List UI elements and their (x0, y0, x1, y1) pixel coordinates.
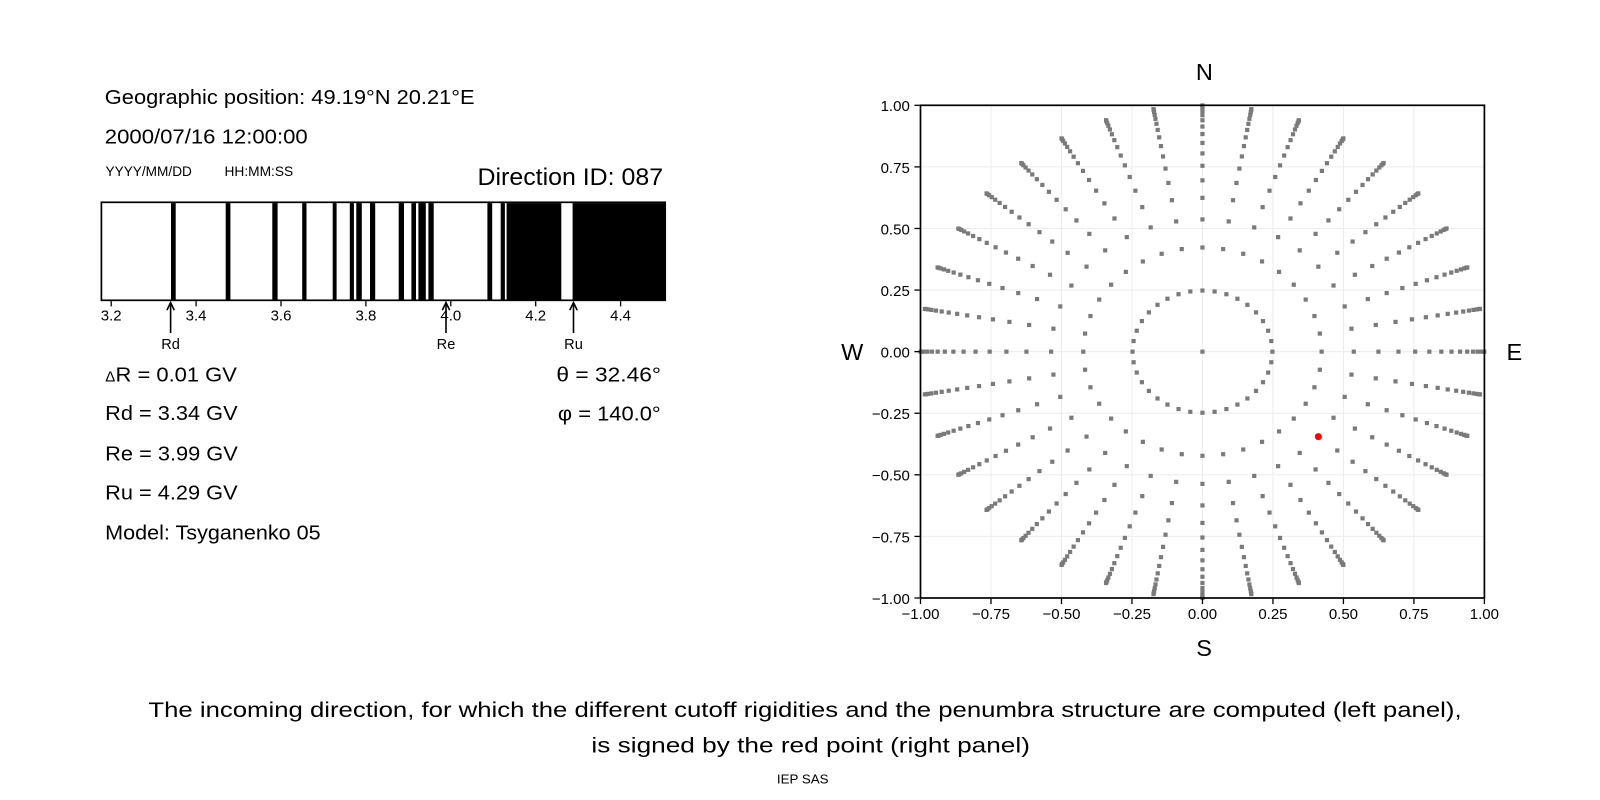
svg-text:1.00: 1.00 (1470, 606, 1499, 623)
svg-text:is signed by the red point (ri: is signed by the red point (right panel) (591, 733, 1030, 757)
svg-text:3.6: 3.6 (271, 307, 292, 324)
svg-text:W: W (841, 339, 864, 365)
svg-text:E: E (1507, 339, 1523, 365)
svg-text:S: S (1196, 635, 1212, 661)
svg-text:−0.25: −0.25 (1113, 606, 1151, 623)
svg-text:Model: Tsyganenko 05: Model: Tsyganenko 05 (105, 522, 320, 545)
svg-text:4.0: 4.0 (440, 307, 461, 324)
svg-text:0.75: 0.75 (881, 160, 910, 177)
svg-text:Ru = 4.29 GV: Ru = 4.29 GV (105, 481, 238, 504)
svg-text:Geographic position: 49.19°N 2: Geographic position: 49.19°N 20.21°E (105, 86, 475, 109)
svg-text:−0.50: −0.50 (1042, 606, 1080, 623)
svg-text:−0.75: −0.75 (972, 606, 1010, 623)
svg-text:2000/07/16 12:00:00: 2000/07/16 12:00:00 (105, 126, 308, 149)
svg-text:θ = 32.46°: θ = 32.46° (556, 364, 661, 387)
svg-text:4.4: 4.4 (610, 307, 631, 324)
svg-text:N: N (1196, 59, 1213, 85)
svg-text:Rd = 3.34 GV: Rd = 3.34 GV (105, 402, 238, 425)
svg-text:0.00: 0.00 (1188, 606, 1217, 623)
svg-text:R = 0.01 GV: R = 0.01 GV (116, 364, 238, 387)
svg-text:Ru: Ru (564, 337, 583, 353)
svg-text:Re: Re (437, 337, 456, 353)
svg-text:3.4: 3.4 (186, 307, 207, 324)
svg-text:Δ: Δ (105, 369, 115, 386)
svg-text:0.25: 0.25 (1258, 606, 1287, 623)
svg-text:Rd: Rd (161, 337, 180, 353)
svg-text:0.50: 0.50 (881, 221, 910, 238)
svg-text:3.8: 3.8 (355, 307, 376, 324)
svg-text:3.2: 3.2 (101, 307, 122, 324)
svg-text:4.2: 4.2 (525, 307, 546, 324)
svg-text:−1.00: −1.00 (872, 591, 910, 608)
svg-text:HH:MM:SS: HH:MM:SS (225, 163, 294, 179)
svg-text:0.25: 0.25 (881, 283, 910, 300)
svg-text:The incoming direction, for wh: The incoming direction, for which the di… (148, 698, 1461, 722)
svg-text:0.50: 0.50 (1329, 606, 1358, 623)
svg-text:−0.75: −0.75 (872, 529, 910, 546)
svg-text:0.00: 0.00 (881, 345, 910, 362)
svg-text:0.75: 0.75 (1399, 606, 1428, 623)
svg-text:φ = 140.0°: φ = 140.0° (558, 402, 661, 425)
svg-text:IEP SAS: IEP SAS (777, 772, 829, 787)
svg-text:−0.25: −0.25 (872, 406, 910, 423)
svg-text:YYYY/MM/DD: YYYY/MM/DD (106, 163, 192, 179)
svg-text:−0.50: −0.50 (872, 468, 910, 485)
svg-text:Re = 3.99 GV: Re = 3.99 GV (105, 442, 238, 465)
svg-text:−1.00: −1.00 (902, 606, 940, 623)
svg-text:Direction ID: 087: Direction ID: 087 (478, 164, 664, 191)
svg-text:1.00: 1.00 (881, 98, 910, 115)
